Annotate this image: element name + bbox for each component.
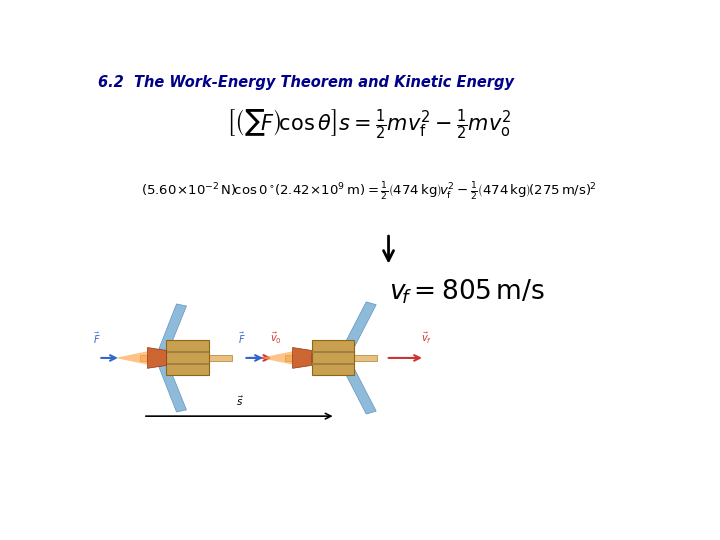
Text: $v_{\!f} = 805\,{\rm m/s}$: $v_{\!f} = 805\,{\rm m/s}$ [389,277,544,306]
Polygon shape [338,302,377,359]
Text: $\left(5.60\!\times\!10^{-2}\,{\rm N}\right)\!\cos 0^\circ\!\left(2.42\!\times\!: $\left(5.60\!\times\!10^{-2}\,{\rm N}\ri… [142,180,596,202]
Polygon shape [157,360,186,412]
Polygon shape [209,355,233,361]
Text: $\vec{v}_f$: $\vec{v}_f$ [421,331,432,346]
Polygon shape [166,352,209,353]
Text: $\vec{v}_0$: $\vec{v}_0$ [270,331,282,346]
Polygon shape [354,355,377,361]
Polygon shape [260,352,292,365]
Polygon shape [166,341,209,375]
Text: $\vec{s}$: $\vec{s}$ [235,394,243,408]
Polygon shape [166,363,209,364]
Polygon shape [157,304,186,356]
Polygon shape [312,363,354,364]
Polygon shape [148,348,166,368]
Polygon shape [115,352,148,365]
Text: $\vec{F}$: $\vec{F}$ [93,331,101,346]
Polygon shape [312,341,354,375]
Polygon shape [292,348,312,368]
Polygon shape [285,355,312,361]
Polygon shape [312,352,354,353]
Text: 6.2  The Work-Energy Theorem and Kinetic Energy: 6.2 The Work-Energy Theorem and Kinetic … [99,75,514,90]
Text: $\left[\left(\sum\!F\right)\!\cos\theta\right]s = \frac{1}{2}mv_{\rm f}^2 - \fra: $\left[\left(\sum\!F\right)\!\cos\theta\… [226,108,512,142]
Polygon shape [140,355,166,361]
Polygon shape [338,357,377,414]
Text: $\vec{F}$: $\vec{F}$ [238,331,246,346]
